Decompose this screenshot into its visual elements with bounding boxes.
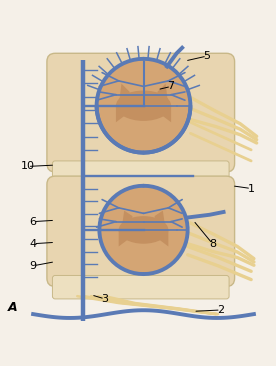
Text: 8: 8 bbox=[209, 239, 216, 249]
FancyBboxPatch shape bbox=[47, 176, 235, 287]
Text: 4: 4 bbox=[30, 239, 37, 249]
Text: 10: 10 bbox=[21, 161, 34, 171]
Polygon shape bbox=[160, 106, 171, 122]
Polygon shape bbox=[119, 230, 130, 246]
Polygon shape bbox=[155, 210, 166, 230]
Text: 5: 5 bbox=[203, 51, 211, 61]
Text: 2: 2 bbox=[217, 305, 224, 315]
Polygon shape bbox=[121, 210, 132, 230]
Circle shape bbox=[97, 59, 190, 153]
Text: 1: 1 bbox=[248, 183, 255, 194]
FancyBboxPatch shape bbox=[52, 276, 229, 299]
Text: A: A bbox=[8, 301, 18, 314]
Circle shape bbox=[99, 186, 188, 274]
Ellipse shape bbox=[119, 216, 168, 244]
FancyBboxPatch shape bbox=[52, 161, 229, 187]
Text: 6: 6 bbox=[30, 217, 37, 227]
Polygon shape bbox=[119, 84, 130, 106]
FancyBboxPatch shape bbox=[47, 53, 235, 172]
Text: 3: 3 bbox=[101, 294, 108, 304]
Polygon shape bbox=[116, 106, 127, 122]
Text: 9: 9 bbox=[30, 261, 37, 271]
Ellipse shape bbox=[116, 90, 171, 121]
Text: 7: 7 bbox=[168, 81, 175, 92]
Polygon shape bbox=[157, 84, 168, 106]
Polygon shape bbox=[157, 230, 168, 246]
